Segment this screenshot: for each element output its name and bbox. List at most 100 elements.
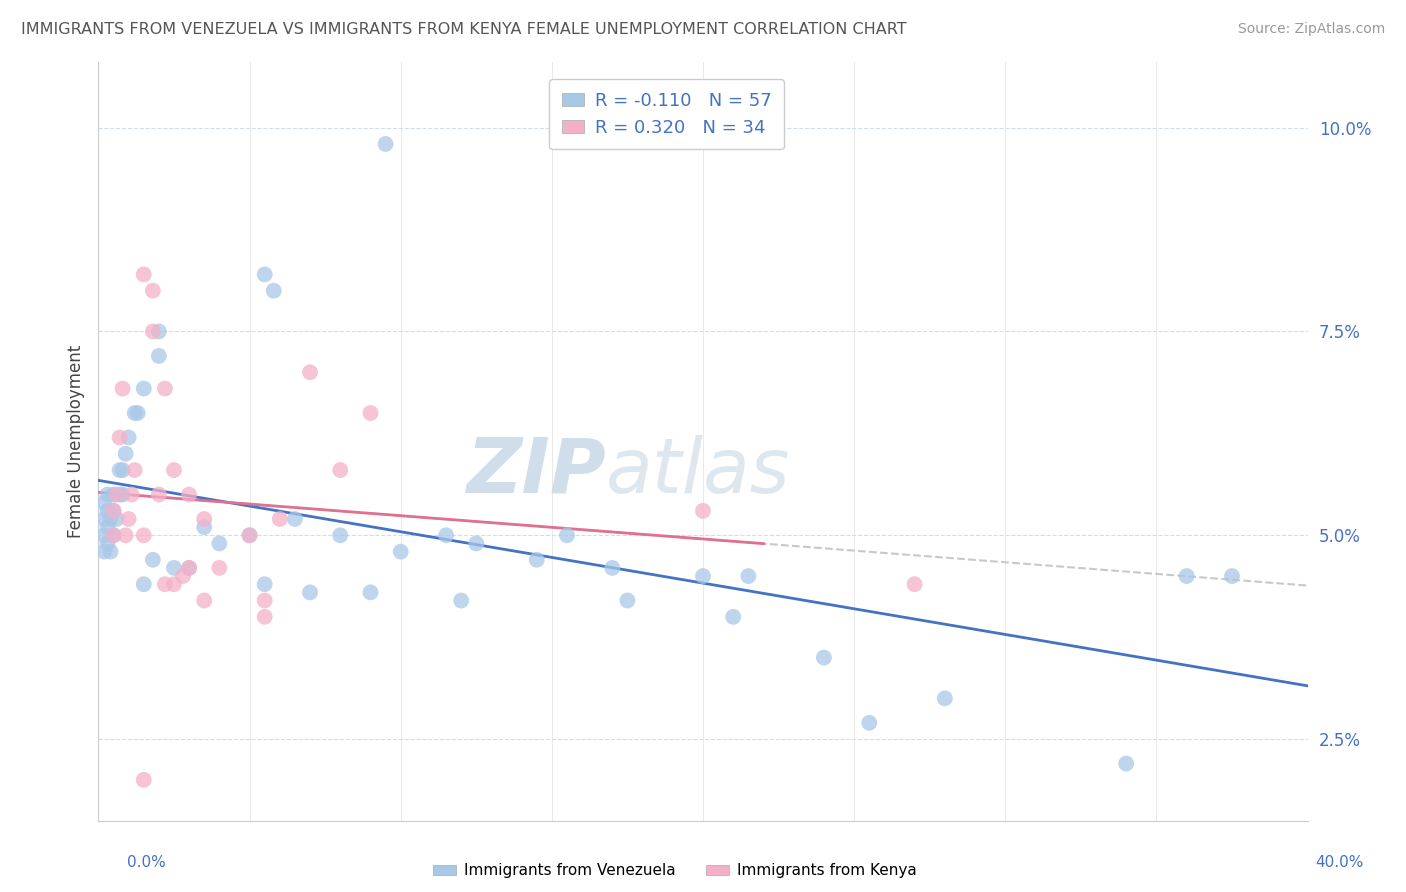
Point (163, 577, 186, 591)
Point (105, 512, 128, 526)
Point (858, 715, 880, 730)
Point (108, 430, 131, 444)
Point (465, 536, 488, 550)
Point (208, 536, 231, 550)
Point (148, 349, 170, 363)
Point (239, 528, 262, 542)
Point (172, 569, 194, 583)
Point (103, 528, 125, 542)
Point (253, 268, 276, 282)
Point (1115, 756, 1137, 771)
Point (153, 577, 176, 591)
Point (692, 569, 714, 583)
Text: atlas: atlas (606, 435, 790, 508)
Point (723, 610, 745, 624)
Text: 0.0%: 0.0% (127, 855, 166, 870)
Point (193, 512, 215, 526)
Point (103, 504, 125, 518)
Point (103, 504, 125, 518)
Point (121, 487, 143, 501)
Point (114, 528, 136, 542)
Point (299, 585, 322, 599)
Point (103, 487, 125, 501)
Point (111, 382, 134, 396)
Text: 40.0%: 40.0% (1316, 855, 1364, 870)
Point (105, 487, 128, 501)
Point (132, 268, 155, 282)
Point (118, 430, 141, 444)
Point (813, 650, 835, 665)
Text: ZIP: ZIP (467, 435, 606, 508)
Point (96, 504, 118, 518)
Point (1175, 569, 1198, 583)
Point (132, 382, 155, 396)
Point (132, 772, 155, 787)
Point (114, 447, 136, 461)
Point (93, 544, 115, 558)
Point (934, 691, 956, 706)
Point (163, 463, 186, 477)
Point (100, 544, 122, 558)
Point (142, 325, 165, 339)
Point (132, 577, 155, 591)
Point (374, 136, 396, 151)
Point (389, 544, 412, 558)
Point (239, 528, 262, 542)
Point (124, 463, 146, 477)
Point (127, 406, 149, 420)
Point (602, 561, 624, 575)
Point (93, 528, 115, 542)
Point (153, 382, 176, 396)
Text: IMMIGRANTS FROM VENEZUELA VS IMMIGRANTS FROM KENYA FEMALE UNEMPLOYMENT CORRELATI: IMMIGRANTS FROM VENEZUELA VS IMMIGRANTS … (21, 22, 907, 37)
Point (96, 487, 118, 501)
Point (148, 487, 170, 501)
Point (179, 561, 201, 575)
Point (555, 528, 578, 542)
Point (179, 561, 201, 575)
Point (904, 577, 927, 591)
Point (450, 593, 472, 607)
Point (132, 528, 155, 542)
Point (284, 512, 307, 526)
Point (434, 528, 457, 542)
Point (111, 487, 134, 501)
Point (269, 512, 291, 526)
Point (208, 561, 231, 575)
Point (96, 536, 118, 550)
Point (299, 365, 322, 379)
Point (96, 520, 118, 534)
Point (111, 463, 134, 477)
Point (360, 406, 382, 420)
Point (329, 528, 352, 542)
Text: Source: ZipAtlas.com: Source: ZipAtlas.com (1237, 22, 1385, 37)
Point (93, 512, 115, 526)
Point (163, 561, 186, 575)
Legend: R = -0.110   N = 57, R = 0.320   N = 34: R = -0.110 N = 57, R = 0.320 N = 34 (550, 79, 785, 149)
Point (692, 504, 714, 518)
Point (93, 496, 115, 510)
Point (179, 487, 201, 501)
Point (142, 553, 165, 567)
Point (616, 593, 638, 607)
Point (253, 593, 276, 607)
Point (193, 593, 215, 607)
Point (100, 512, 122, 526)
Point (253, 577, 276, 591)
Point (142, 284, 165, 298)
Point (737, 569, 759, 583)
Point (108, 487, 131, 501)
Point (118, 512, 141, 526)
Point (253, 610, 276, 624)
Point (148, 325, 170, 339)
Point (360, 585, 382, 599)
Y-axis label: Female Unemployment: Female Unemployment (66, 345, 84, 538)
Point (329, 463, 352, 477)
Point (108, 463, 131, 477)
Point (103, 528, 125, 542)
Point (1220, 569, 1243, 583)
Point (193, 520, 215, 534)
Point (124, 406, 146, 420)
Point (526, 553, 548, 567)
Point (263, 284, 285, 298)
Legend: Immigrants from Venezuela, Immigrants from Kenya: Immigrants from Venezuela, Immigrants fr… (427, 857, 922, 884)
